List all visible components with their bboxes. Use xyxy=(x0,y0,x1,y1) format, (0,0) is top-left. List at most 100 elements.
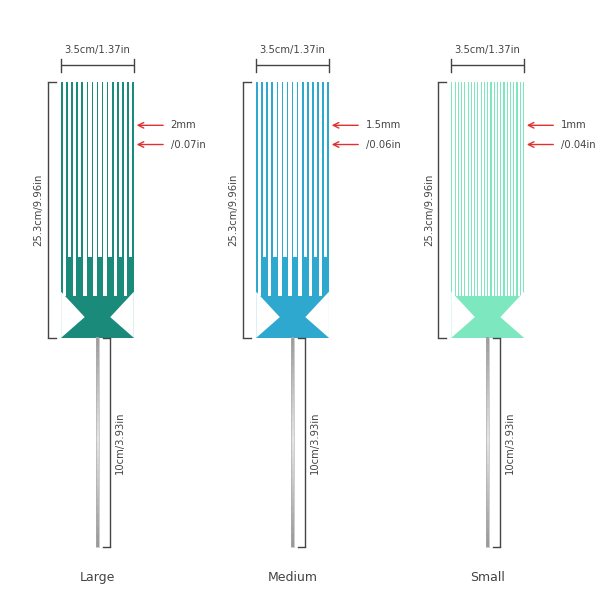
Bar xyxy=(292,337,294,345)
Bar xyxy=(475,82,477,296)
Bar xyxy=(97,351,98,359)
Bar xyxy=(487,365,489,373)
Bar xyxy=(487,372,489,380)
Polygon shape xyxy=(61,292,134,338)
Bar xyxy=(456,82,458,296)
Polygon shape xyxy=(110,292,134,338)
Bar xyxy=(97,533,98,541)
Bar xyxy=(292,477,294,485)
Bar xyxy=(292,407,294,415)
Bar xyxy=(487,498,489,506)
Bar xyxy=(487,407,489,415)
Bar xyxy=(514,82,517,296)
Bar xyxy=(97,519,98,527)
Bar xyxy=(292,519,294,527)
Bar xyxy=(292,338,294,547)
Polygon shape xyxy=(500,292,524,338)
Bar xyxy=(487,414,489,422)
Bar xyxy=(68,82,71,257)
Bar xyxy=(482,82,484,296)
Bar xyxy=(487,351,489,359)
Bar xyxy=(292,400,294,408)
Bar xyxy=(487,358,489,366)
Bar xyxy=(292,505,294,512)
Bar xyxy=(124,82,127,296)
Bar xyxy=(304,82,307,257)
Bar xyxy=(129,82,133,257)
Bar xyxy=(472,82,474,296)
Bar xyxy=(487,421,489,428)
Bar xyxy=(292,449,294,457)
Bar xyxy=(97,526,98,533)
Bar xyxy=(97,379,98,387)
Bar xyxy=(97,337,98,345)
Bar xyxy=(97,477,98,485)
Bar xyxy=(292,421,294,428)
Bar xyxy=(97,365,98,373)
Bar xyxy=(119,82,122,257)
Bar xyxy=(292,344,294,352)
Bar xyxy=(487,540,489,547)
Text: /0.06in: /0.06in xyxy=(365,140,400,149)
Bar xyxy=(97,407,98,415)
Bar xyxy=(505,82,506,296)
Bar xyxy=(487,533,489,541)
Bar xyxy=(97,435,98,443)
Bar xyxy=(292,428,294,436)
Bar xyxy=(292,540,294,547)
Bar xyxy=(498,82,500,296)
Text: Small: Small xyxy=(470,571,505,584)
Bar xyxy=(258,82,261,296)
Bar xyxy=(97,421,98,428)
Bar xyxy=(97,442,98,449)
Bar xyxy=(292,365,294,373)
Bar xyxy=(487,337,489,345)
Bar xyxy=(292,512,294,520)
Bar xyxy=(495,82,497,296)
Bar xyxy=(487,428,489,436)
Bar xyxy=(487,463,489,470)
Bar xyxy=(73,82,76,296)
Bar xyxy=(292,533,294,541)
Text: 25.3cm/9.96in: 25.3cm/9.96in xyxy=(424,173,434,246)
Bar xyxy=(97,498,98,506)
Bar xyxy=(292,463,294,470)
Bar xyxy=(273,82,277,257)
Bar xyxy=(97,400,98,408)
Bar xyxy=(521,82,523,296)
Bar xyxy=(469,82,471,296)
Bar xyxy=(263,82,266,257)
Bar xyxy=(487,393,489,401)
Bar xyxy=(487,344,489,352)
Bar xyxy=(103,82,107,296)
Bar xyxy=(459,82,461,296)
Bar xyxy=(487,386,489,394)
Text: 10cm/3.93in: 10cm/3.93in xyxy=(310,412,320,474)
Bar xyxy=(97,470,98,478)
Bar xyxy=(288,82,292,296)
Bar xyxy=(113,82,117,296)
Bar xyxy=(97,484,98,491)
Text: 10cm/3.93in: 10cm/3.93in xyxy=(115,412,125,474)
Bar xyxy=(308,82,312,296)
Text: Large: Large xyxy=(80,571,115,584)
Bar xyxy=(501,82,503,296)
Bar xyxy=(109,82,112,257)
Bar xyxy=(487,449,489,457)
Bar xyxy=(298,82,302,296)
Bar xyxy=(278,82,281,296)
Bar xyxy=(487,512,489,520)
Bar xyxy=(61,82,134,338)
Polygon shape xyxy=(305,292,329,338)
Bar xyxy=(487,456,489,464)
Bar xyxy=(97,414,98,422)
Bar xyxy=(97,449,98,457)
Bar xyxy=(292,386,294,394)
Bar xyxy=(97,463,98,470)
Bar xyxy=(487,470,489,478)
Bar xyxy=(518,82,520,296)
Text: 3.5cm/1.37in: 3.5cm/1.37in xyxy=(65,45,130,55)
Bar xyxy=(292,351,294,359)
Bar xyxy=(283,82,287,257)
Bar xyxy=(292,456,294,464)
